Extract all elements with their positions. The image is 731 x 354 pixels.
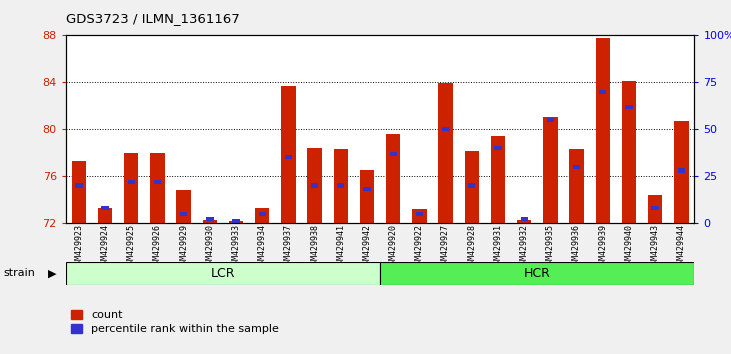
- Bar: [128, 180, 135, 184]
- Bar: [651, 206, 659, 210]
- Bar: [308, 148, 322, 223]
- Bar: [380, 262, 694, 285]
- Text: GDS3723 / ILMN_1361167: GDS3723 / ILMN_1361167: [66, 12, 240, 25]
- Bar: [337, 183, 344, 188]
- Bar: [281, 86, 295, 223]
- Bar: [543, 118, 558, 223]
- Bar: [360, 170, 374, 223]
- Bar: [573, 165, 580, 169]
- Bar: [491, 136, 505, 223]
- Text: HCR: HCR: [524, 267, 550, 280]
- Bar: [439, 84, 452, 223]
- Bar: [285, 155, 292, 159]
- Bar: [311, 183, 318, 188]
- Bar: [206, 217, 213, 221]
- Bar: [72, 161, 86, 223]
- Bar: [547, 118, 554, 122]
- Text: ▶: ▶: [48, 268, 56, 278]
- Bar: [678, 169, 685, 172]
- Bar: [333, 149, 348, 223]
- Bar: [442, 127, 450, 131]
- Bar: [75, 183, 83, 188]
- Bar: [255, 208, 270, 223]
- Bar: [517, 219, 531, 223]
- Bar: [259, 212, 266, 216]
- Legend: count, percentile rank within the sample: count, percentile rank within the sample: [72, 310, 279, 334]
- Bar: [494, 146, 501, 150]
- Bar: [625, 105, 632, 109]
- Bar: [98, 208, 113, 223]
- Bar: [180, 212, 187, 216]
- Bar: [154, 180, 161, 184]
- Bar: [363, 187, 371, 191]
- Bar: [390, 152, 397, 156]
- Text: strain: strain: [4, 268, 36, 278]
- Bar: [596, 38, 610, 223]
- Bar: [648, 195, 662, 223]
- Bar: [416, 212, 423, 216]
- Bar: [599, 90, 607, 94]
- Bar: [465, 152, 479, 223]
- Bar: [232, 219, 240, 223]
- Bar: [102, 206, 109, 210]
- Bar: [468, 183, 475, 188]
- Bar: [569, 149, 584, 223]
- Bar: [176, 190, 191, 223]
- Bar: [674, 121, 689, 223]
- Bar: [622, 81, 636, 223]
- Bar: [412, 209, 427, 223]
- Bar: [124, 153, 138, 223]
- Bar: [151, 153, 164, 223]
- Bar: [386, 134, 401, 223]
- Text: LCR: LCR: [211, 267, 235, 280]
- Bar: [520, 217, 528, 221]
- Bar: [202, 219, 217, 223]
- Bar: [66, 262, 380, 285]
- Bar: [229, 221, 243, 223]
